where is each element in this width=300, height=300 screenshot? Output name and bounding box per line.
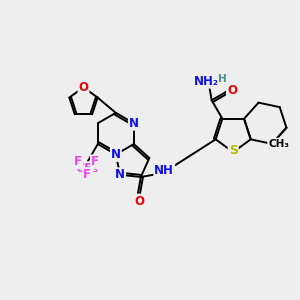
Text: O: O [79,81,88,94]
Text: N: N [111,148,121,161]
Text: O: O [135,194,145,208]
Text: F: F [91,155,99,168]
Text: CF₃: CF₃ [75,162,98,175]
Text: NH₂: NH₂ [194,75,219,88]
Text: F: F [74,155,82,168]
Text: S: S [229,144,238,157]
Text: F: F [83,168,91,181]
Text: NH: NH [154,164,174,177]
Text: O: O [227,84,237,97]
Text: N: N [115,168,125,181]
Text: N: N [129,117,139,130]
Text: H: H [218,74,227,84]
Text: CH₃: CH₃ [268,139,289,149]
